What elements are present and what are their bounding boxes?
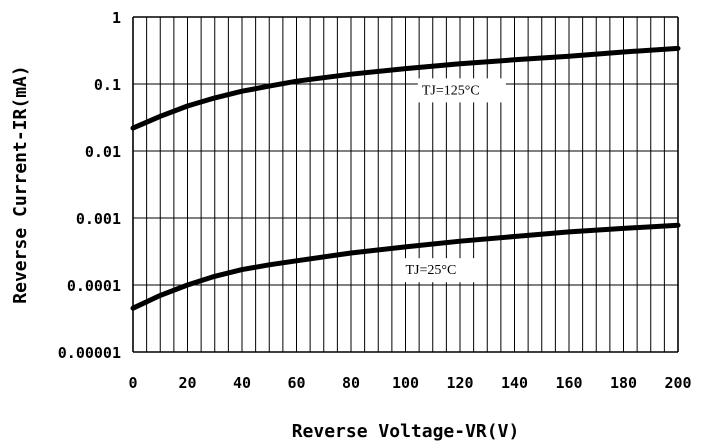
x-tick-label: 40 <box>233 374 251 392</box>
grid-lines <box>132 16 679 353</box>
x-tick-label: 20 <box>178 374 196 392</box>
x-tick-label: 60 <box>287 374 305 392</box>
series-line-1 <box>130 222 681 311</box>
curves: TJ=125°C TJ=25°C <box>130 45 681 311</box>
tick-labels: 0 20 40 60 80 100 120 140 160 180 200 1 0.1 0.01 0.001… <box>58 9 692 392</box>
x-tick-label: 180 <box>610 374 637 392</box>
x-tick-label: 200 <box>664 374 691 392</box>
y-tick-label: 0.0001 <box>67 277 121 295</box>
series-label-background <box>417 78 506 103</box>
series-label-background <box>401 258 477 283</box>
x-tick-label: 120 <box>446 374 473 392</box>
y-tick-label: 0.1 <box>94 76 121 94</box>
x-tick-label: 80 <box>342 374 360 392</box>
series-label-1: TJ=25°C <box>406 263 457 278</box>
y-tick-label: 0.001 <box>76 210 121 228</box>
x-tick-label: 100 <box>392 374 419 392</box>
y-tick-label: 0.01 <box>85 143 121 161</box>
x-tick-label: 0 <box>128 374 137 392</box>
y-axis-title: Reverse Current-IR(mA) <box>10 65 31 303</box>
x-tick-label: 140 <box>501 374 528 392</box>
x-tick-label: 160 <box>555 374 582 392</box>
y-tick-label: 0.00001 <box>58 344 121 362</box>
x-axis-title: Reverse Voltage-VR(V) <box>292 421 520 442</box>
series-line-0 <box>130 45 681 131</box>
y-tick-label: 1 <box>112 9 121 27</box>
series-label-0: TJ=125°C <box>422 83 480 98</box>
